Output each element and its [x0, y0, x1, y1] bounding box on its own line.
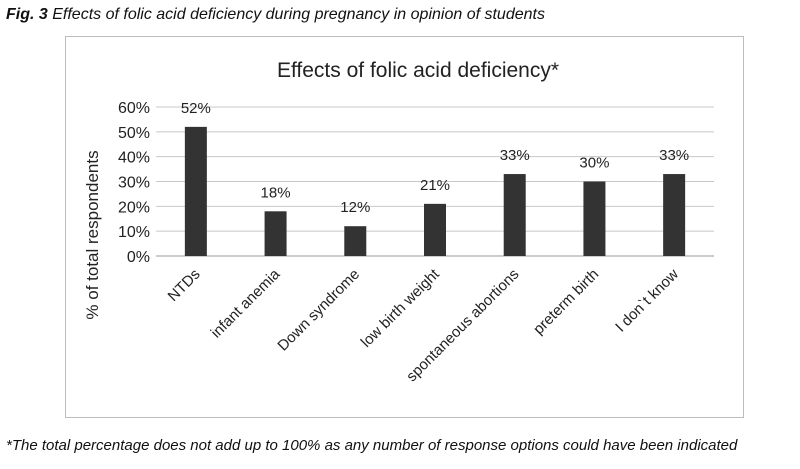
bar-chart: Effects of folic acid deficiency* % of t… — [83, 59, 714, 385]
y-axis-label: % of total respondents — [83, 150, 102, 319]
bar — [264, 211, 287, 256]
x-tick-label: infant anemia — [208, 265, 284, 341]
bar — [583, 181, 606, 256]
bar — [503, 174, 526, 256]
y-tick-label: 0% — [127, 249, 150, 266]
data-label: 21% — [420, 177, 450, 194]
y-tick-label: 60% — [118, 100, 150, 117]
y-tick-label: 50% — [118, 125, 150, 142]
bar — [663, 174, 686, 256]
y-tick-label: 30% — [118, 175, 150, 192]
figure-caption-label: Fig. 3 — [6, 6, 48, 23]
y-tick-label: 10% — [118, 224, 150, 241]
y-tick-label: 40% — [118, 150, 150, 167]
bar — [184, 126, 207, 256]
x-tick-label: I don`t know — [612, 266, 682, 336]
figure-caption: Fig. 3 Effects of folic acid deficiency … — [6, 6, 545, 24]
chart-title: Effects of folic acid deficiency* — [277, 59, 559, 82]
x-tick-label: preterm birth — [530, 266, 602, 338]
data-label: 33% — [500, 147, 530, 164]
y-tick-label: 20% — [118, 199, 150, 216]
x-tick-label: NTDs — [165, 266, 204, 305]
data-label: 12% — [340, 199, 370, 216]
figure-caption-text: Effects of folic acid deficiency during … — [47, 6, 545, 23]
data-label: 52% — [181, 100, 211, 117]
bar — [424, 203, 446, 256]
figure-footnote: *The total percentage does not add up to… — [6, 437, 738, 454]
bar — [344, 226, 367, 256]
data-label: 33% — [659, 147, 689, 164]
data-label: 18% — [261, 184, 291, 201]
bars — [184, 126, 686, 256]
x-tick-label: low birth weight — [358, 265, 444, 351]
chart-frame: Effects of folic acid deficiency* % of t… — [65, 36, 744, 418]
y-axis-ticks: 0% 10% 20% 30% 40% 50% 60% — [118, 100, 150, 266]
data-labels: 52% 18% 12% 21% 33% 30% 33% — [181, 100, 689, 216]
x-tick-label: Down syndrome — [274, 266, 363, 355]
data-label: 30% — [579, 155, 609, 172]
